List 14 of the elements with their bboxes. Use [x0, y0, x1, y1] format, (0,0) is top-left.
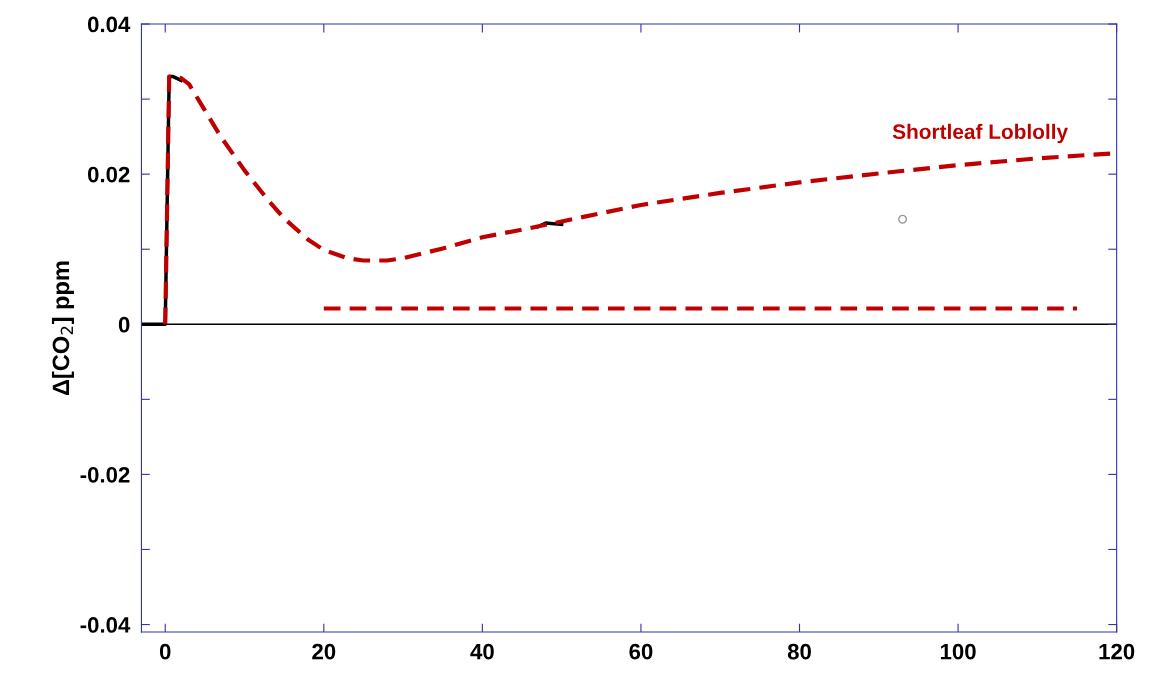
- y-tick-label: 0.02: [87, 166, 130, 183]
- x-tick-label: 0: [159, 643, 171, 660]
- x-tick-label: 20: [312, 643, 336, 660]
- x-tick-label: 120: [1099, 643, 1135, 660]
- x-tick-label: 40: [470, 643, 494, 660]
- y-tick-label: -0.02: [80, 466, 130, 483]
- series-label: Shortleaf Loblolly: [892, 123, 1068, 144]
- y-tick-label: 0: [118, 316, 130, 333]
- y-tick-label: -0.04: [80, 617, 131, 633]
- y-axis-title: Δ[CO$_{2}$] ppm: [51, 261, 74, 396]
- y-tick-label: 0.04: [87, 16, 131, 33]
- x-tick-label: 100: [940, 643, 976, 660]
- x-tick-label: 80: [787, 643, 811, 660]
- x-tick-label: 60: [629, 643, 653, 660]
